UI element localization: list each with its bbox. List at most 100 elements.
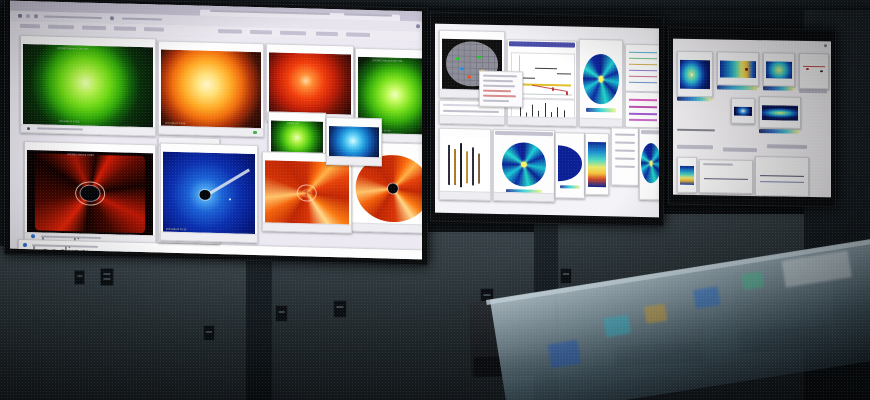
image-sxi-soft-xray-green: GOES SXI [271,120,323,155]
bookmark-goes[interactable] [114,26,136,31]
left-display-screen[interactable]: STEREO Behind EUVI 195 2014-08-22 14:55 … [10,0,422,260]
contour-fill-d [762,105,798,121]
panel-inner-magnetosphere[interactable] [731,97,755,125]
chart-x-axis [519,93,572,96]
bookmark-sdo[interactable] [20,23,40,29]
panel-ring-current-flux[interactable] [759,96,801,129]
enlil-wedge [558,145,582,182]
panel-toolbar[interactable] [580,117,622,127]
legend-row-1 [483,74,517,78]
right-display-screen[interactable] [673,38,831,198]
panel-magnetosphere-meridian[interactable] [717,51,759,87]
panel-solar-wind-plot[interactable] [755,156,809,197]
panel-enlil-run-2[interactable] [639,127,659,201]
info-icon[interactable] [31,234,35,239]
panel-kp-forecast-table[interactable] [611,127,639,186]
panel-toolbar[interactable] [263,222,351,233]
data-marker-1 [552,87,554,92]
panel-timestamp: 2014-08-22 13:06 [165,121,186,126]
panel-toolbar[interactable] [440,190,490,200]
contour-inner-magnetosphere [734,106,752,116]
panel-lasco-c2-blue[interactable]: 2014-08-22 15:12 [160,142,258,244]
section-header-right [767,144,807,149]
panel-enlil-meridional[interactable] [555,132,585,199]
data-jack-left [74,270,85,285]
menu-icon[interactable] [416,24,420,29]
table-row-1 [443,109,499,113]
active-region-marker-2[interactable] [460,67,464,71]
power-outlet-center [275,305,288,322]
panel-plasma-sheet[interactable] [677,156,697,194]
mag-trace-2 [629,105,657,109]
legend-row-4 [483,89,511,93]
dst-marker-2 [820,70,823,73]
panel-sdo-aia-171-blue[interactable] [326,116,382,167]
panel-magnetogram-timeseries[interactable] [625,91,659,129]
bookmark-dscovr[interactable] [218,29,242,34]
bookmark-stereo[interactable] [82,25,106,31]
earth-marker [690,73,693,76]
sw-trace-5 [629,75,657,78]
image-grain [161,49,261,130]
image-soho-eit-284-gold: 2014-08-22 13:06 [161,49,261,130]
kp-chart-label [703,163,733,166]
image-grain [23,43,153,129]
bookmark-more[interactable] [316,31,338,37]
panel-toolbar[interactable] [494,191,554,202]
left-display[interactable]: STEREO Behind EUVI 195 2014-08-22 14:55 … [4,0,428,266]
panel-stereo-cor2-behind-red[interactable]: STEREO Behind COR2 Loading solar imagery… [24,140,156,259]
panel-ionosphere-potential[interactable] [763,52,795,87]
data-marker-2 [566,91,568,96]
heatmap-latlon [588,141,606,188]
panel-dst-index-plot[interactable] [799,52,829,90]
panel-toolbar[interactable] [352,222,422,233]
panel-kp-index-plot[interactable] [699,159,753,195]
contour-geospace-pressure [680,59,710,90]
reload-icon[interactable] [34,14,38,19]
right-display[interactable] [668,26,836,208]
table-reflection-gold [644,303,668,324]
kp-row-3 [615,149,635,152]
panel-enlil-latlon[interactable] [585,132,609,196]
center-display[interactable] [430,11,664,227]
panel-stereo-euvi-195-green[interactable]: STEREO Behind EUVI 195 2014-08-22 14:55 [20,34,156,137]
panel-toolbar[interactable] [161,231,257,243]
contour-fill-b [720,60,756,79]
region-bar [454,149,456,186]
bookmark-soho[interactable] [48,24,74,30]
contour-ring-current [762,105,798,121]
panel-enlil-ecliptic-density[interactable] [579,38,623,128]
power-outlet-left [100,268,114,286]
panel-region-bar-chart[interactable] [439,127,491,201]
bookmark-extra[interactable] [346,32,370,38]
bookmark-enlil[interactable] [250,29,272,35]
forward-icon[interactable] [26,14,30,19]
occulter-ring [296,183,318,203]
panel-titlebar [641,129,659,135]
panel-toolbar[interactable] [159,125,263,137]
apply-icon[interactable] [253,130,257,135]
bookmark-alerts[interactable] [280,30,306,36]
search-icon[interactable] [110,16,114,21]
panel-solar-wind-timeseries[interactable] [625,43,659,93]
panel-soho-eit-284-gold[interactable]: 2014-08-22 13:06 [158,40,264,138]
colorbar-ionosphere [763,86,793,91]
kp-row-4 [615,157,635,160]
window-close-icon[interactable] [824,44,827,48]
back-icon[interactable] [18,13,22,18]
active-region-marker-5[interactable] [467,75,472,79]
panel-toolbar[interactable] [508,116,576,126]
region-bar [466,151,468,184]
bookmark-ace[interactable] [144,27,164,32]
center-display-screen[interactable] [435,23,659,218]
panel-enlil-run-1[interactable] [493,128,555,203]
panel-toolbar[interactable] [440,114,504,125]
panel-toolbar[interactable] [327,155,381,166]
power-outlet-left-low [203,325,215,341]
table-reflection-cyan [603,314,632,338]
panel-flare-forecast-legend[interactable] [479,70,523,108]
play-icon[interactable] [27,127,30,131]
occulter-ring [75,180,105,206]
panel-geospace-pressure[interactable] [677,50,713,98]
